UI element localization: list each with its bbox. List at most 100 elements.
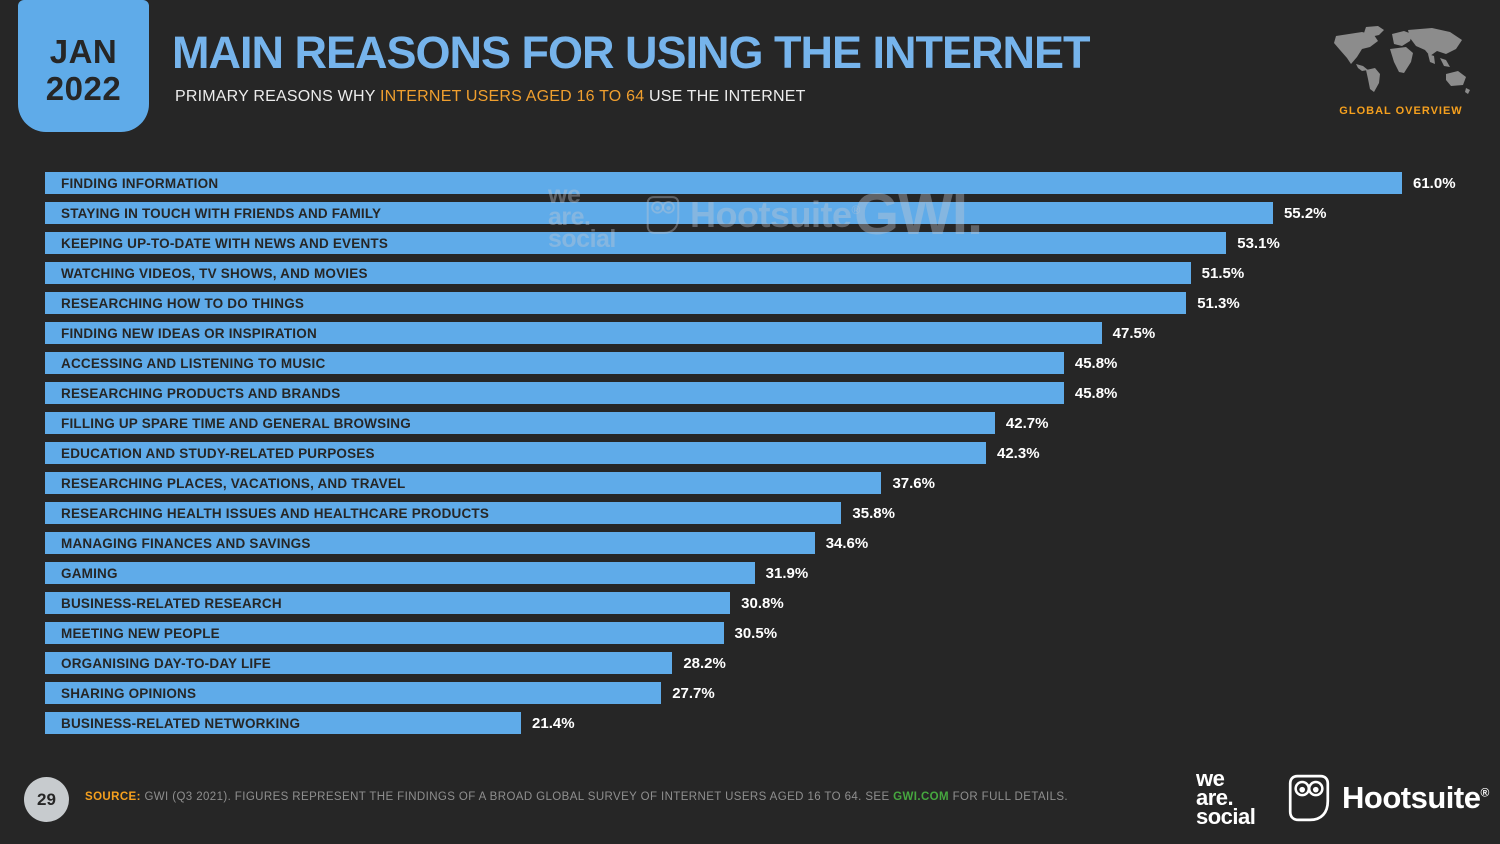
bar-label: BUSINESS-RELATED RESEARCH bbox=[61, 595, 282, 611]
bar-label: GAMING bbox=[61, 565, 118, 581]
hootsuite-owl-icon bbox=[1288, 774, 1330, 822]
bar: WATCHING VIDEOS, TV SHOWS, AND MOVIES bbox=[45, 262, 1191, 284]
bar: STAYING IN TOUCH WITH FRIENDS AND FAMILY bbox=[45, 202, 1273, 224]
bar: KEEPING UP-TO-DATE WITH NEWS AND EVENTS bbox=[45, 232, 1227, 254]
subtitle-highlight: INTERNET USERS AGED 16 TO 64 bbox=[379, 88, 645, 105]
bar-label: FILLING UP SPARE TIME AND GENERAL BROWSI… bbox=[61, 415, 411, 431]
bar-row: SHARING OPINIONS 27.7% bbox=[45, 682, 1457, 704]
bar: EDUCATION AND STUDY-RELATED PURPOSES bbox=[45, 442, 986, 464]
bar-value: 47.5% bbox=[1112, 324, 1156, 342]
bar-chart: FINDING INFORMATION 61.0% STAYING IN TOUCH… bbox=[45, 172, 1457, 742]
date-badge-month: JAN bbox=[49, 33, 118, 70]
bar-value: 45.8% bbox=[1074, 384, 1118, 402]
subtitle-suffix: USE THE INTERNET bbox=[644, 88, 806, 105]
bar-label: RESEARCHING HOW TO DO THINGS bbox=[61, 295, 305, 311]
bar-row: KEEPING UP-TO-DATE WITH NEWS AND EVENTS 5… bbox=[45, 232, 1457, 254]
date-badge: JAN 2022 bbox=[18, 0, 149, 132]
global-overview-block: GLOBAL OVERVIEW bbox=[1326, 24, 1476, 117]
bar-value: 42.3% bbox=[997, 444, 1040, 462]
bar-row: FILLING UP SPARE TIME AND GENERAL BROWSI… bbox=[45, 412, 1457, 434]
bar: RESEARCHING HOW TO DO THINGS bbox=[45, 292, 1187, 314]
bar: RESEARCHING PLACES, VACATIONS, AND TRAVE… bbox=[45, 472, 882, 494]
source-label: SOURCE: bbox=[85, 791, 141, 803]
bar-value: 31.9% bbox=[765, 564, 809, 582]
world-map-icon bbox=[1334, 26, 1470, 94]
bar-label: ACCESSING AND LISTENING TO MUSIC bbox=[61, 355, 326, 371]
bar-value: 37.6% bbox=[892, 474, 935, 492]
bar-row: BUSINESS-RELATED RESEARCH 30.8% bbox=[45, 592, 1457, 614]
bar: MANAGING FINANCES AND SAVINGS bbox=[45, 532, 815, 554]
source-text-2: FOR FULL DETAILS. bbox=[949, 791, 1069, 803]
global-overview-label: GLOBAL OVERVIEW bbox=[1339, 105, 1463, 117]
bar-label: RESEARCHING PLACES, VACATIONS, AND TRAVE… bbox=[61, 475, 406, 491]
bar-label: MANAGING FINANCES AND SAVINGS bbox=[61, 535, 311, 551]
bar-value: 61.0% bbox=[1413, 174, 1456, 192]
bar: ORGANISING DAY-TO-DAY LIFE bbox=[45, 652, 673, 674]
bar-row: MEETING NEW PEOPLE 30.5% bbox=[45, 622, 1457, 644]
subtitle-prefix: PRIMARY REASONS WHY bbox=[175, 88, 380, 105]
bar-value: 30.8% bbox=[741, 594, 784, 612]
bar: MEETING NEW PEOPLE bbox=[45, 622, 724, 644]
bar: ACCESSING AND LISTENING TO MUSIC bbox=[45, 352, 1064, 374]
bar-row: GAMING 31.9% bbox=[45, 562, 1457, 584]
bar-label: SHARING OPINIONS bbox=[61, 685, 197, 701]
bar-label: EDUCATION AND STUDY-RELATED PURPOSES bbox=[61, 445, 375, 461]
bar: FINDING NEW IDEAS OR INSPIRATION bbox=[45, 322, 1102, 344]
bar: FINDING INFORMATION bbox=[45, 172, 1402, 194]
bar: RESEARCHING PRODUCTS AND BRANDS bbox=[45, 382, 1064, 404]
bar-row: ORGANISING DAY-TO-DAY LIFE 28.2% bbox=[45, 652, 1457, 674]
bar-label: RESEARCHING HEALTH ISSUES AND HEALTHCARE… bbox=[61, 505, 490, 521]
bar-value: 21.4% bbox=[532, 714, 575, 732]
bar-label: FINDING INFORMATION bbox=[61, 175, 219, 191]
gwi-link[interactable]: GWI.COM bbox=[893, 791, 949, 803]
bar-value: 42.7% bbox=[1005, 414, 1049, 432]
page-number: 29 bbox=[37, 789, 56, 809]
bar-label: FINDING NEW IDEAS OR INSPIRATION bbox=[61, 325, 317, 341]
bar: BUSINESS-RELATED NETWORKING bbox=[45, 712, 522, 734]
bar-row: RESEARCHING PRODUCTS AND BRANDS 45.8% bbox=[45, 382, 1457, 404]
bar: SHARING OPINIONS bbox=[45, 682, 662, 704]
bar-value: 51.5% bbox=[1201, 264, 1245, 282]
bar-row: RESEARCHING HOW TO DO THINGS 51.3% bbox=[45, 292, 1457, 314]
subtitle: PRIMARY REASONS WHY INTERNET USERS AGED … bbox=[175, 88, 806, 106]
logo-line: are. bbox=[1196, 785, 1234, 810]
we-are-social-logo: we are. social bbox=[1196, 766, 1256, 829]
bar-row: BUSINESS-RELATED NETWORKING 21.4% bbox=[45, 712, 1457, 734]
bar-row: ACCESSING AND LISTENING TO MUSIC 45.8% bbox=[45, 352, 1457, 374]
page-title: MAIN REASONS FOR USING THE INTERNET bbox=[172, 27, 1091, 78]
bar-row: STAYING IN TOUCH WITH FRIENDS AND FAMILY… bbox=[45, 202, 1457, 224]
bar-value: 53.1% bbox=[1237, 234, 1280, 252]
bar-label: STAYING IN TOUCH WITH FRIENDS AND FAMILY bbox=[61, 205, 382, 221]
bar: RESEARCHING HEALTH ISSUES AND HEALTHCARE… bbox=[45, 502, 842, 524]
bar: GAMING bbox=[45, 562, 755, 584]
hootsuite-logo: Hootsuite® bbox=[1288, 774, 1489, 822]
bar-value: 55.2% bbox=[1283, 204, 1327, 222]
bar-row: EDUCATION AND STUDY-RELATED PURPOSES 42.3… bbox=[45, 442, 1457, 464]
bar-value: 51.3% bbox=[1197, 294, 1240, 312]
page-number-badge: 29 bbox=[24, 777, 69, 822]
bar: FILLING UP SPARE TIME AND GENERAL BROWSI… bbox=[45, 412, 995, 434]
logo-line: we bbox=[1196, 766, 1225, 791]
bar-row: MANAGING FINANCES AND SAVINGS 34.6% bbox=[45, 532, 1457, 554]
date-badge-year: 2022 bbox=[45, 70, 122, 107]
bar-row: RESEARCHING PLACES, VACATIONS, AND TRAVE… bbox=[45, 472, 1457, 494]
bar-row: FINDING NEW IDEAS OR INSPIRATION 47.5% bbox=[45, 322, 1457, 344]
hootsuite-logo-word: Hootsuite® bbox=[1342, 780, 1489, 815]
bar-value: 28.2% bbox=[683, 654, 726, 672]
bar-row: WATCHING VIDEOS, TV SHOWS, AND MOVIES 51.… bbox=[45, 262, 1457, 284]
source-note: SOURCE: GWI (Q3 2021). FIGURES REPRESENT… bbox=[85, 791, 1068, 803]
bar-value: 35.8% bbox=[852, 504, 895, 522]
bar-row: FINDING INFORMATION 61.0% bbox=[45, 172, 1457, 194]
bar-label: ORGANISING DAY-TO-DAY LIFE bbox=[61, 655, 271, 671]
bar: BUSINESS-RELATED RESEARCH bbox=[45, 592, 731, 614]
bar-label: MEETING NEW PEOPLE bbox=[61, 625, 220, 641]
bar-label: KEEPING UP-TO-DATE WITH NEWS AND EVENTS bbox=[61, 235, 389, 251]
bar-label: WATCHING VIDEOS, TV SHOWS, AND MOVIES bbox=[61, 265, 368, 281]
bar-value: 34.6% bbox=[825, 534, 869, 552]
source-text-1: GWI (Q3 2021). FIGURES REPRESENT THE FIN… bbox=[140, 791, 894, 803]
bar-label: RESEARCHING PRODUCTS AND BRANDS bbox=[61, 385, 341, 401]
logo-line: social bbox=[1196, 804, 1256, 829]
bar-value: 45.8% bbox=[1074, 354, 1118, 372]
bar-value: 30.5% bbox=[734, 624, 778, 642]
